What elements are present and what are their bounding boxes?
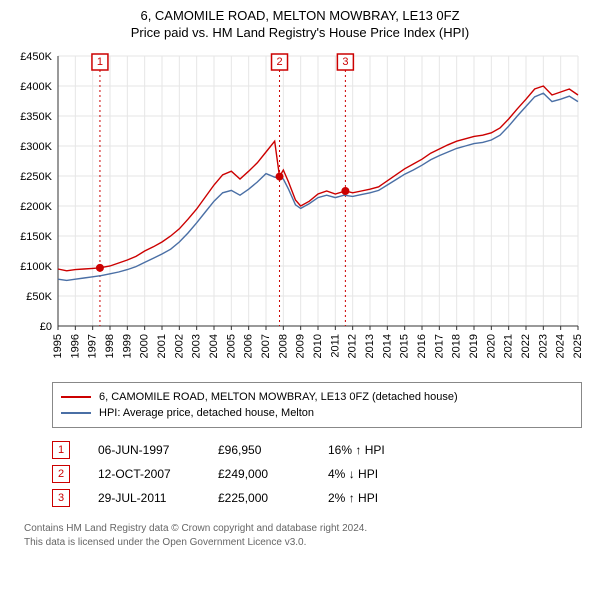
svg-text:£350K: £350K bbox=[20, 111, 52, 123]
svg-text:£450K: £450K bbox=[20, 51, 52, 63]
svg-text:£250K: £250K bbox=[20, 171, 52, 183]
sale-price: £96,950 bbox=[218, 443, 328, 457]
title-line2: Price paid vs. HM Land Registry's House … bbox=[12, 25, 588, 40]
svg-text:2025: 2025 bbox=[572, 334, 584, 358]
legend: 6, CAMOMILE ROAD, MELTON MOWBRAY, LE13 0… bbox=[52, 382, 582, 428]
sale-date: 12-OCT-2007 bbox=[98, 467, 218, 481]
svg-text:2013: 2013 bbox=[364, 334, 376, 358]
legend-label: 6, CAMOMILE ROAD, MELTON MOWBRAY, LE13 0… bbox=[99, 391, 458, 403]
sale-date: 29-JUL-2011 bbox=[98, 491, 218, 505]
svg-text:2009: 2009 bbox=[295, 334, 307, 358]
sales-row: 2 12-OCT-2007 £249,000 4% ↓ HPI bbox=[52, 462, 588, 486]
svg-text:2020: 2020 bbox=[485, 334, 497, 358]
arrow-icon: ↓ bbox=[349, 467, 355, 481]
svg-text:2006: 2006 bbox=[243, 334, 255, 358]
svg-text:3: 3 bbox=[342, 56, 348, 68]
legend-label: HPI: Average price, detached house, Melt… bbox=[99, 407, 314, 419]
svg-text:2002: 2002 bbox=[173, 334, 185, 358]
sale-date: 06-JUN-1997 bbox=[98, 443, 218, 457]
svg-text:£0: £0 bbox=[40, 321, 52, 333]
svg-text:1995: 1995 bbox=[52, 334, 64, 358]
svg-text:£200K: £200K bbox=[20, 201, 52, 213]
sales-table: 1 06-JUN-1997 £96,950 16% ↑ HPI 2 12-OCT… bbox=[52, 438, 588, 510]
sale-hpi: 16% ↑ HPI bbox=[328, 443, 438, 457]
svg-text:1997: 1997 bbox=[87, 334, 99, 358]
svg-text:2010: 2010 bbox=[312, 334, 324, 358]
sale-hpi: 2% ↑ HPI bbox=[328, 491, 438, 505]
sale-marker-icon: 3 bbox=[52, 489, 70, 507]
title-block: 6, CAMOMILE ROAD, MELTON MOWBRAY, LE13 0… bbox=[12, 8, 588, 40]
sale-hpi: 4% ↓ HPI bbox=[328, 467, 438, 481]
sale-hpi-suffix: HPI bbox=[365, 443, 385, 457]
svg-text:£300K: £300K bbox=[20, 141, 52, 153]
line-chart-svg: £0 £50K £100K £150K £200K £250K £300K £350K £400… bbox=[12, 46, 588, 376]
legend-swatch bbox=[61, 396, 91, 398]
svg-text:2007: 2007 bbox=[260, 334, 272, 358]
svg-text:2014: 2014 bbox=[381, 334, 393, 358]
legend-item: 6, CAMOMILE ROAD, MELTON MOWBRAY, LE13 0… bbox=[61, 389, 573, 405]
legend-item: HPI: Average price, detached house, Melt… bbox=[61, 405, 573, 421]
sale-price: £225,000 bbox=[218, 491, 328, 505]
svg-text:1996: 1996 bbox=[69, 334, 81, 358]
svg-text:2021: 2021 bbox=[503, 334, 515, 358]
svg-text:2022: 2022 bbox=[520, 334, 532, 358]
footer-line2: This data is licensed under the Open Gov… bbox=[24, 536, 588, 550]
svg-text:2012: 2012 bbox=[347, 334, 359, 358]
svg-text:2015: 2015 bbox=[399, 334, 411, 358]
svg-text:2004: 2004 bbox=[208, 334, 220, 358]
sale-hpi-suffix: HPI bbox=[358, 467, 378, 481]
svg-text:£400K: £400K bbox=[20, 81, 52, 93]
svg-text:2011: 2011 bbox=[329, 334, 341, 358]
svg-text:2003: 2003 bbox=[191, 334, 203, 358]
svg-text:2001: 2001 bbox=[156, 334, 168, 358]
svg-text:£100K: £100K bbox=[20, 261, 52, 273]
svg-text:£50K: £50K bbox=[26, 291, 52, 303]
sales-row: 1 06-JUN-1997 £96,950 16% ↑ HPI bbox=[52, 438, 588, 462]
svg-text:2018: 2018 bbox=[451, 334, 463, 358]
svg-text:1999: 1999 bbox=[121, 334, 133, 358]
sale-price: £249,000 bbox=[218, 467, 328, 481]
sale-marker-icon: 2 bbox=[52, 465, 70, 483]
svg-text:2005: 2005 bbox=[225, 334, 237, 358]
sale-hpi-suffix: HPI bbox=[358, 491, 378, 505]
sale-hpi-pct: 2% bbox=[328, 491, 345, 505]
svg-text:1998: 1998 bbox=[104, 334, 116, 358]
sales-row: 3 29-JUL-2011 £225,000 2% ↑ HPI bbox=[52, 486, 588, 510]
footer-line1: Contains HM Land Registry data © Crown c… bbox=[24, 522, 588, 536]
arrow-icon: ↑ bbox=[355, 443, 361, 457]
legend-swatch bbox=[61, 412, 91, 414]
footer: Contains HM Land Registry data © Crown c… bbox=[24, 522, 588, 549]
svg-text:2017: 2017 bbox=[433, 334, 445, 358]
svg-text:2: 2 bbox=[276, 56, 282, 68]
sale-hpi-pct: 16% bbox=[328, 443, 352, 457]
svg-text:£150K: £150K bbox=[20, 231, 52, 243]
arrow-icon: ↑ bbox=[349, 491, 355, 505]
sale-marker-icon: 1 bbox=[52, 441, 70, 459]
chart-area: £0 £50K £100K £150K £200K £250K £300K £350K £400… bbox=[12, 46, 588, 376]
svg-text:1: 1 bbox=[97, 56, 103, 68]
chart-container: 6, CAMOMILE ROAD, MELTON MOWBRAY, LE13 0… bbox=[0, 0, 600, 557]
title-line1: 6, CAMOMILE ROAD, MELTON MOWBRAY, LE13 0… bbox=[12, 8, 588, 23]
svg-text:2008: 2008 bbox=[277, 334, 289, 358]
svg-text:2023: 2023 bbox=[537, 334, 549, 358]
svg-text:2000: 2000 bbox=[139, 334, 151, 358]
svg-text:2016: 2016 bbox=[416, 334, 428, 358]
svg-text:2024: 2024 bbox=[555, 334, 567, 358]
svg-text:2019: 2019 bbox=[468, 334, 480, 358]
sale-hpi-pct: 4% bbox=[328, 467, 345, 481]
